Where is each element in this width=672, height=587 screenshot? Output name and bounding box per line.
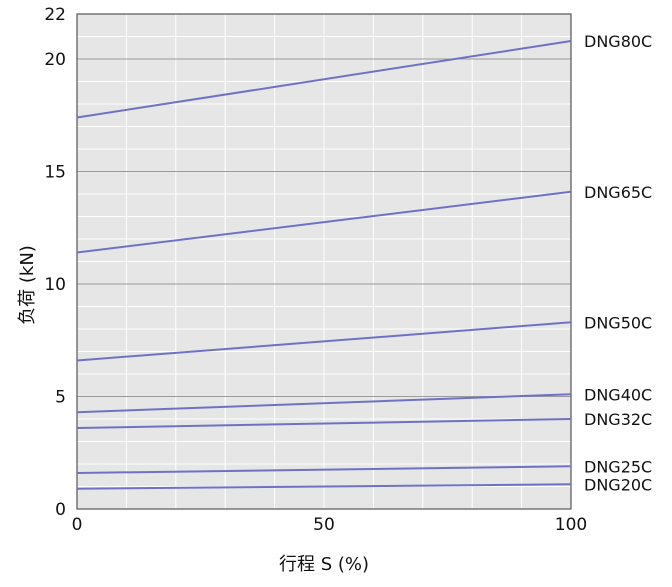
series-label-dng25c: DNG25C: [584, 457, 652, 476]
series-label-dng80c: DNG80C: [584, 32, 652, 51]
series-line-dng50c: [76, 321, 572, 362]
y-tick-label: 22: [44, 5, 66, 25]
series-label-dng40c: DNG40C: [584, 385, 652, 404]
series-line-dng40c: [76, 393, 572, 414]
x-tick-label: 0: [72, 515, 83, 535]
series-lines: [76, 40, 572, 490]
y-tick-label: 0: [55, 500, 66, 520]
series-line-dng32c: [76, 418, 572, 429]
y-tick-label: 10: [44, 275, 66, 295]
y-tick-label: 20: [44, 50, 66, 70]
x-axis-title: 行程 S (%): [279, 554, 369, 575]
x-tick-label: 50: [313, 515, 335, 535]
series-labels: DNG80C DNG65C DNG50C DNG40C DNG32C DNG25CDNG2…: [584, 32, 652, 494]
series-label-dng50c: DNG50C: [584, 313, 652, 332]
series-label-dng20c: DNG20C: [584, 475, 652, 494]
series-label-dng32c: DNG32C: [584, 410, 652, 429]
series-label-dng65c: DNG65C: [584, 183, 652, 202]
y-axis-title: 负荷 (kN): [17, 245, 38, 325]
x-tick-labels: 0 50 100: [72, 515, 588, 535]
x-tick-label: 100: [555, 515, 587, 535]
series-line-dng25c: [76, 465, 572, 474]
plot-frame: [76, 13, 572, 510]
y-tick-label: 5: [55, 388, 66, 408]
y-tick-label: 15: [44, 163, 66, 183]
y-tick-labels: 0 5 10 15 20 22: [44, 5, 66, 520]
series-line-dng80c: [76, 40, 572, 119]
series-line-dng65c: [76, 190, 572, 254]
series-line-dng20c: [76, 483, 572, 490]
